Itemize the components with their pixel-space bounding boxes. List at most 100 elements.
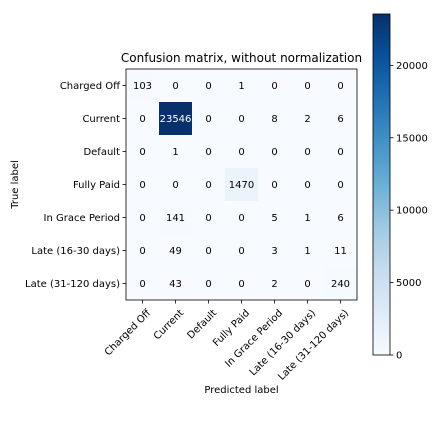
cell-value-fully-paid-late-16-30-days: 0 — [304, 180, 310, 191]
x-tick-label-current: Current — [152, 308, 186, 342]
cell-value-default-default: 0 — [205, 147, 211, 158]
cell-value-late-16-30-days-charged-off: 0 — [139, 246, 145, 257]
cell-value-in-grace-period-late-31-120-days: 6 — [337, 213, 343, 224]
cell-value-fully-paid-late-31-120-days: 0 — [337, 180, 343, 191]
y-tick-label-late-16-30-days: Late (16-30 days) — [31, 246, 120, 257]
cell-late-16-30-days-in-grace-period — [258, 234, 291, 267]
cell-in-grace-period-default — [192, 201, 225, 234]
cell-value-current-fully-paid: 0 — [238, 114, 244, 125]
cell-default-current — [159, 135, 192, 168]
cell-charged-off-in-grace-period — [258, 69, 291, 102]
cell-charged-off-default — [192, 69, 225, 102]
cell-value-late-31-120-days-late-16-30-days: 0 — [304, 279, 310, 290]
x-tick-label-default: Default — [186, 308, 220, 342]
cell-value-default-fully-paid: 0 — [238, 147, 244, 158]
cell-value-charged-off-charged-off: 103 — [133, 81, 152, 92]
cell-value-in-grace-period-charged-off: 0 — [139, 213, 145, 224]
cell-late-16-30-days-charged-off — [126, 234, 159, 267]
cell-default-fully-paid — [225, 135, 258, 168]
colorbar: 0 5000 10000 15000 20000 — [372, 13, 428, 362]
cell-value-current-late-16-30-days: 2 — [304, 114, 310, 125]
cell-in-grace-period-late-16-30-days — [291, 201, 324, 234]
cell-value-current-charged-off: 0 — [139, 114, 145, 125]
cell-fully-paid-late-16-30-days — [291, 168, 324, 201]
cell-value-late-16-30-days-in-grace-period: 3 — [271, 246, 277, 257]
cell-value-late-16-30-days-late-31-120-days: 11 — [334, 246, 347, 257]
cell-current-fully-paid — [225, 102, 258, 135]
colorbar-tick-label-15000: 15000 — [396, 133, 428, 144]
cell-late-31-120-days-late-16-30-days — [291, 267, 324, 300]
cell-current-charged-off — [126, 102, 159, 135]
cell-fully-paid-charged-off — [126, 168, 159, 201]
cell-value-current-default: 0 — [205, 114, 211, 125]
cell-default-charged-off — [126, 135, 159, 168]
colorbar-tick-label-20000: 20000 — [396, 61, 428, 72]
cell-late-16-30-days-default — [192, 234, 225, 267]
cell-default-in-grace-period — [258, 135, 291, 168]
cell-value-late-16-30-days-current: 49 — [169, 246, 182, 257]
cell-value-late-31-120-days-late-31-120-days: 240 — [331, 279, 350, 290]
cell-value-fully-paid-in-grace-period: 0 — [271, 180, 277, 191]
cell-current-late-16-30-days — [291, 102, 324, 135]
colorbar-gradient — [372, 13, 391, 356]
cell-value-late-16-30-days-default: 0 — [205, 246, 211, 257]
y-tick-label-current: Current — [82, 114, 120, 125]
cell-default-default — [192, 135, 225, 168]
cell-charged-off-current — [159, 69, 192, 102]
chart-title: Confusion matrix, without normalization — [121, 51, 362, 65]
cell-in-grace-period-charged-off — [126, 201, 159, 234]
x-axis-label: Predicted label — [204, 385, 278, 396]
colorbar-tick-label-5000: 5000 — [396, 278, 421, 289]
cell-value-in-grace-period-default: 0 — [205, 213, 211, 224]
cell-value-charged-off-fully-paid: 1 — [238, 81, 244, 92]
cell-value-current-current: 23546 — [160, 114, 192, 125]
y-axis-label: True label — [10, 160, 21, 210]
cell-value-in-grace-period-current: 141 — [166, 213, 185, 224]
cell-late-31-120-days-in-grace-period — [258, 267, 291, 300]
x-tick-label-charged-off: Charged Off — [103, 307, 154, 358]
cell-value-default-late-16-30-days: 0 — [304, 147, 310, 158]
y-tick-label-in-grace-period: In Grace Period — [44, 213, 120, 224]
cell-value-late-31-120-days-fully-paid: 0 — [238, 279, 244, 290]
cell-current-late-31-120-days — [324, 102, 357, 135]
y-tick-label-charged-off: Charged Off — [60, 81, 121, 92]
cell-value-late-31-120-days-in-grace-period: 2 — [271, 279, 277, 290]
cell-charged-off-late-31-120-days — [324, 69, 357, 102]
cell-late-16-30-days-fully-paid — [225, 234, 258, 267]
cell-fully-paid-fully-paid — [225, 168, 258, 201]
cell-fully-paid-default — [192, 168, 225, 201]
cell-value-charged-off-default: 0 — [205, 81, 211, 92]
cell-late-16-30-days-late-31-120-days — [324, 234, 357, 267]
cell-late-31-120-days-current — [159, 267, 192, 300]
colorbar-tick-label-10000: 10000 — [396, 206, 428, 217]
y-tick-label-default: Default — [83, 147, 120, 158]
cell-value-current-late-31-120-days: 6 — [337, 114, 343, 125]
cell-fully-paid-late-31-120-days — [324, 168, 357, 201]
cell-value-default-charged-off: 0 — [139, 147, 145, 158]
cell-value-default-in-grace-period: 0 — [271, 147, 277, 158]
y-axis-ticks: Charged Off Current Default Fully Paid In Gr… — [25, 81, 126, 290]
cell-value-late-31-120-days-current: 43 — [169, 279, 182, 290]
cell-late-31-120-days-default — [192, 267, 225, 300]
colorbar-tick-label-0: 0 — [396, 351, 402, 362]
cell-value-charged-off-current: 0 — [172, 81, 178, 92]
cell-late-16-30-days-current — [159, 234, 192, 267]
cell-value-in-grace-period-late-16-30-days: 1 — [304, 213, 310, 224]
cell-value-fully-paid-current: 0 — [172, 180, 178, 191]
cell-charged-off-fully-paid — [225, 69, 258, 102]
cell-in-grace-period-late-31-120-days — [324, 201, 357, 234]
cell-charged-off-late-16-30-days — [291, 69, 324, 102]
cell-late-16-30-days-late-16-30-days — [291, 234, 324, 267]
cell-value-charged-off-late-16-30-days: 0 — [304, 81, 310, 92]
cell-value-charged-off-late-31-120-days: 0 — [337, 81, 343, 92]
cell-in-grace-period-current — [159, 201, 192, 234]
cell-current-in-grace-period — [258, 102, 291, 135]
cell-value-current-in-grace-period: 8 — [271, 114, 277, 125]
y-tick-label-late-31-120-days: Late (31-120 days) — [25, 279, 120, 290]
cell-in-grace-period-in-grace-period — [258, 201, 291, 234]
cell-fully-paid-in-grace-period — [258, 168, 291, 201]
cell-default-late-31-120-days — [324, 135, 357, 168]
cell-value-late-16-30-days-late-16-30-days: 1 — [304, 246, 310, 257]
